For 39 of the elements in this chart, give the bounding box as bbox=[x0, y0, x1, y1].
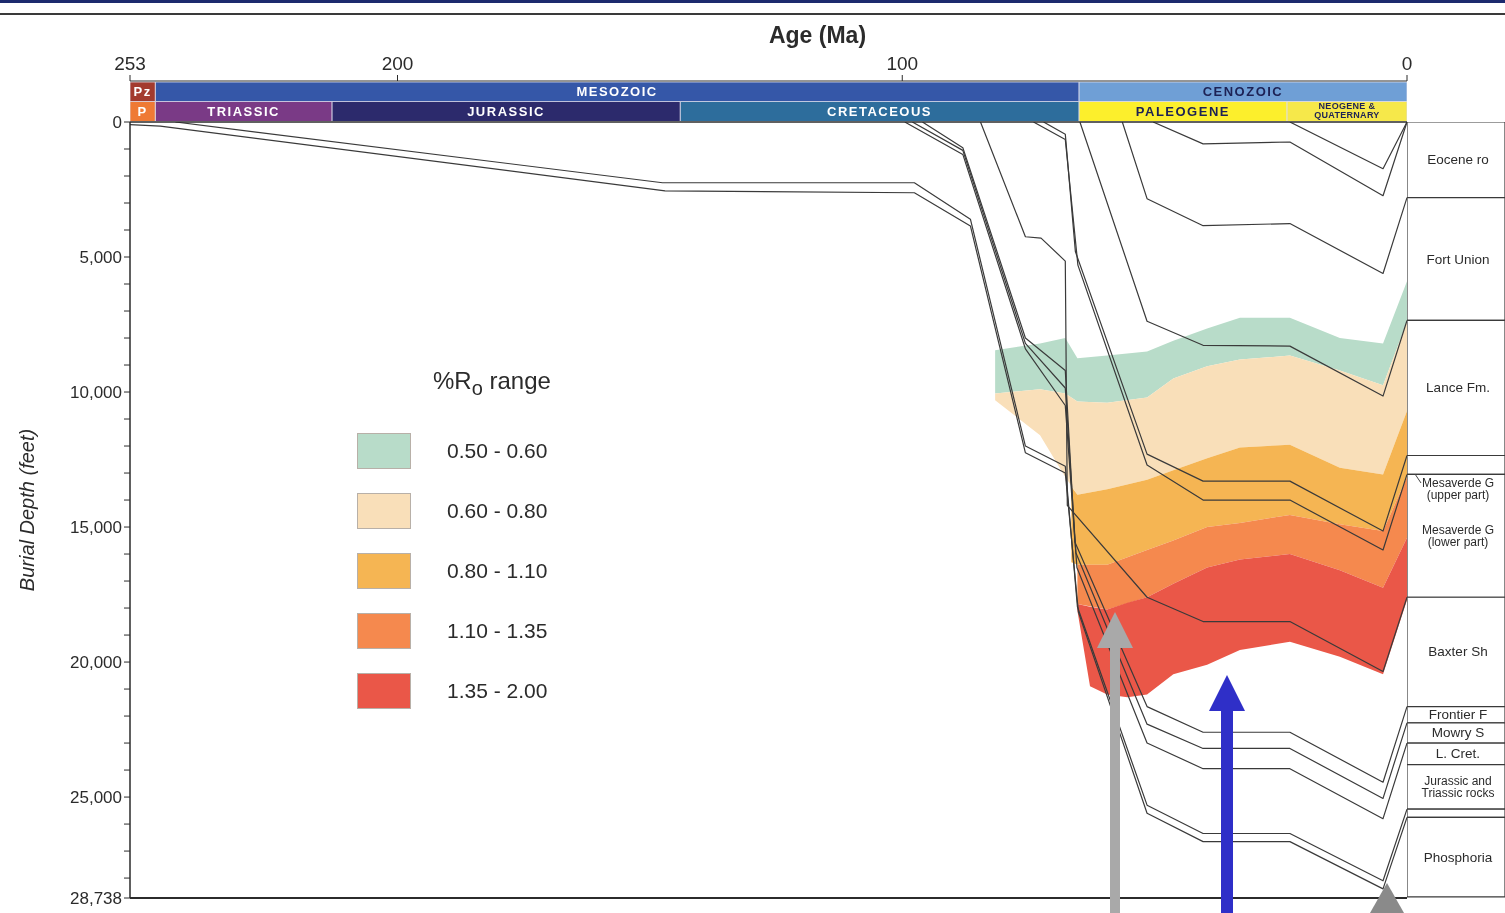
series-label: Mesaverde G (lower part) bbox=[1421, 522, 1495, 549]
series-label: MESOZOIC bbox=[576, 84, 658, 100]
x-tick-label: 253 bbox=[114, 53, 146, 74]
series-label: Eocene ro bbox=[1426, 152, 1490, 168]
legend-label: 1.10 - 1.35 bbox=[447, 618, 548, 643]
series-label: P bbox=[137, 103, 148, 119]
series-label: CRETACEOUS bbox=[827, 103, 933, 119]
legend-label: 1.35 - 2.00 bbox=[447, 678, 548, 703]
series-label: Frontier F bbox=[1427, 707, 1489, 723]
series-label: TRIASSIC bbox=[207, 103, 280, 119]
legend-label: Mesaverde G (upper part) bbox=[1421, 476, 1495, 503]
x-tick-label: 0 bbox=[1401, 53, 1413, 74]
y-tick-label: 25,000 bbox=[70, 788, 122, 808]
series-label: Fort Union bbox=[1425, 251, 1491, 267]
x-tick-label: 100 bbox=[886, 53, 919, 74]
y-axis-title: Burial Depth (feet) bbox=[15, 428, 39, 592]
y-tick-label: 20,000 bbox=[70, 653, 122, 672]
series-label: Phosphoria bbox=[1422, 849, 1494, 865]
series-label: Pz bbox=[133, 84, 152, 100]
y-tick-label: 0 bbox=[112, 112, 122, 132]
legend-label: 0.80 - 1.10 bbox=[447, 558, 548, 583]
series-label: JURASSIC bbox=[467, 103, 545, 119]
y-tick-label: 10,000 bbox=[70, 382, 122, 402]
series-label: PALEOGENE bbox=[1135, 103, 1230, 119]
series-label: Jurassic and Triassic rocks bbox=[1420, 773, 1496, 800]
series-label: Lance Fm. bbox=[1425, 380, 1491, 396]
legend-label: 0.50 - 0.60 bbox=[447, 438, 548, 463]
series-label: Mowry S bbox=[1430, 725, 1486, 741]
y-tick-label: 28,738 bbox=[70, 888, 122, 908]
x-axis-title: Age (Ma) bbox=[767, 22, 868, 49]
y-tick-label: 15,000 bbox=[70, 517, 122, 537]
legend-title: %R$_{o}$ range bbox=[433, 366, 551, 401]
x-tick-label: 200 bbox=[381, 53, 414, 74]
series-label: NEOGENE & QUATERNARY bbox=[1286, 101, 1407, 121]
series-label: CENOZOIC bbox=[1202, 84, 1284, 100]
legend-label: 0.60 - 0.80 bbox=[447, 498, 548, 523]
series-label: Baxter Sh bbox=[1427, 644, 1489, 660]
y-tick-label: 5,000 bbox=[79, 247, 122, 267]
series-label: L. Cret. bbox=[1434, 746, 1482, 762]
